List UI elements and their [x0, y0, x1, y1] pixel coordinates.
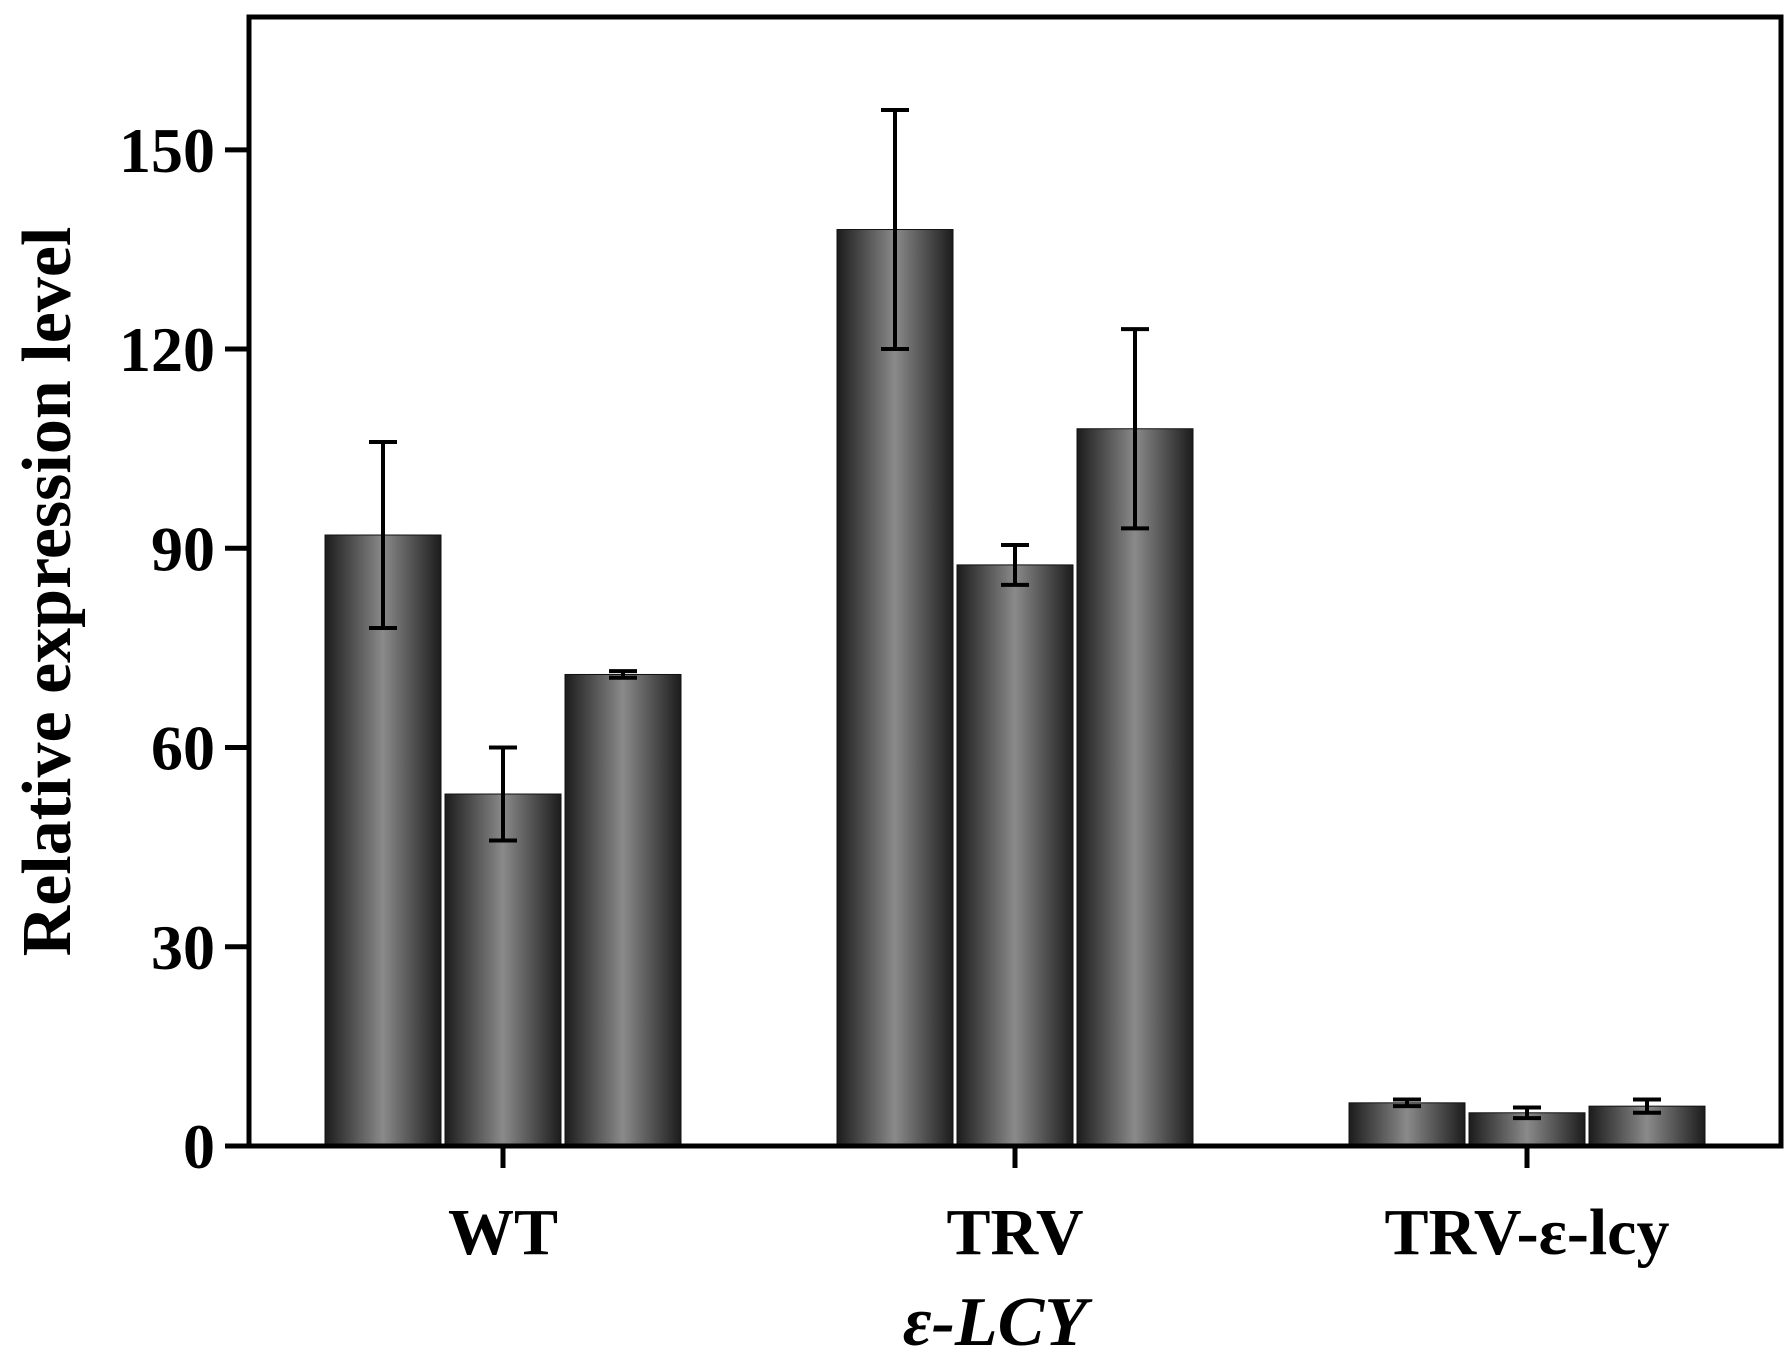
- bar: [1348, 1102, 1466, 1147]
- error-bars-layer: [369, 107, 1661, 1121]
- bar: [956, 564, 1074, 1147]
- y-tick-label: 30: [151, 912, 215, 983]
- y-axis: 0 30 60 90 120 150: [119, 115, 249, 1182]
- y-tick-label: 0: [183, 1111, 215, 1182]
- bar: [1076, 428, 1194, 1147]
- y-tick-label: 90: [151, 513, 215, 584]
- y-tick-label: 60: [151, 713, 215, 784]
- bar: [324, 534, 442, 1147]
- x-axis-title: ε-LCY: [903, 1284, 1093, 1361]
- bars-layer: [324, 229, 1706, 1147]
- bar: [444, 793, 562, 1147]
- y-tick-label: 120: [119, 314, 215, 385]
- x-tick-label: TRV-ε-lcy: [1385, 1196, 1670, 1269]
- y-tick-label: 150: [119, 115, 215, 186]
- x-axis: WT TRV TRV-ε-lcy: [448, 1146, 1669, 1269]
- x-tick-label: WT: [448, 1196, 558, 1269]
- y-axis-title: Relative expression level: [9, 227, 86, 957]
- x-tick-label: TRV: [946, 1196, 1083, 1269]
- bar: [564, 673, 682, 1147]
- bar: [836, 229, 954, 1147]
